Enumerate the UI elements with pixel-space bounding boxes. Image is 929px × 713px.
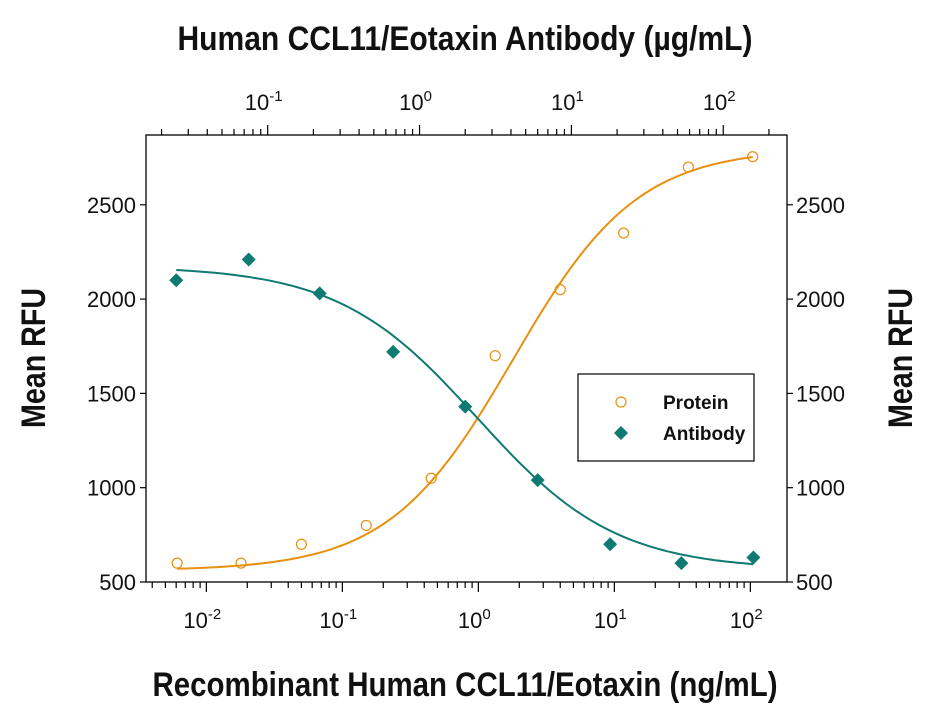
left-axis-title: Mean RFU — [15, 288, 53, 428]
y-tick-label: 1500 — [87, 381, 136, 406]
legend-protein-marker — [615, 396, 627, 408]
antibody-point — [746, 550, 761, 565]
protein-point — [618, 227, 630, 239]
top-axis-title: Human CCL11/Eotaxin Antibody (µg/mL) — [178, 20, 753, 58]
x-tick-label: 101 — [594, 606, 627, 633]
x-tick-label: 102 — [730, 606, 763, 633]
legend: Protein Antibody — [577, 373, 755, 462]
x2-tick-label: 10-1 — [245, 88, 283, 115]
protein-point — [171, 557, 183, 569]
right-axis-title: Mean RFU — [882, 288, 920, 428]
antibody-point — [312, 286, 327, 301]
y-tick-label: 2500 — [87, 193, 136, 218]
legend-box — [577, 373, 755, 462]
x-tick-label: 10-1 — [319, 606, 357, 633]
antibody-point — [169, 273, 184, 288]
plot-frame — [145, 134, 788, 583]
x-tick-label: 10-2 — [183, 606, 221, 633]
y2-tick-label: 2000 — [796, 287, 845, 312]
y2-tick-label: 2500 — [796, 193, 845, 218]
bottom-axis-title: Recombinant Human CCL11/Eotaxin (ng/mL) — [153, 666, 778, 704]
antibody-point — [386, 344, 401, 359]
antibody-point — [530, 473, 545, 488]
x-tick-label: 100 — [458, 606, 491, 633]
protein-point — [489, 350, 501, 362]
x2-tick-label: 101 — [551, 88, 584, 115]
y-tick-label: 2000 — [87, 287, 136, 312]
legend-protein-label: Protein — [663, 393, 728, 414]
protein-fit-curve — [177, 156, 753, 570]
protein-point — [682, 161, 694, 173]
x2-tick-label: 100 — [399, 88, 432, 115]
protein-point — [295, 538, 308, 550]
y-tick-label: 500 — [99, 570, 136, 595]
protein-point — [425, 472, 437, 484]
antibody-point — [674, 556, 689, 571]
protein-point — [747, 151, 759, 163]
y2-tick-label: 500 — [796, 570, 833, 595]
antibody-point — [458, 399, 473, 414]
y2-tick-label: 1000 — [796, 476, 845, 501]
protein-point — [235, 557, 247, 569]
protein-point — [360, 519, 372, 532]
legend-antibody-label: Antibody — [663, 424, 746, 445]
protein-point — [554, 284, 566, 296]
antibody-point — [241, 252, 256, 267]
y2-tick-label: 1500 — [796, 381, 845, 406]
legend-antibody-marker — [614, 426, 628, 440]
x2-tick-label: 102 — [703, 88, 736, 115]
antibody-point — [603, 537, 618, 552]
y-tick-label: 1000 — [87, 476, 136, 501]
